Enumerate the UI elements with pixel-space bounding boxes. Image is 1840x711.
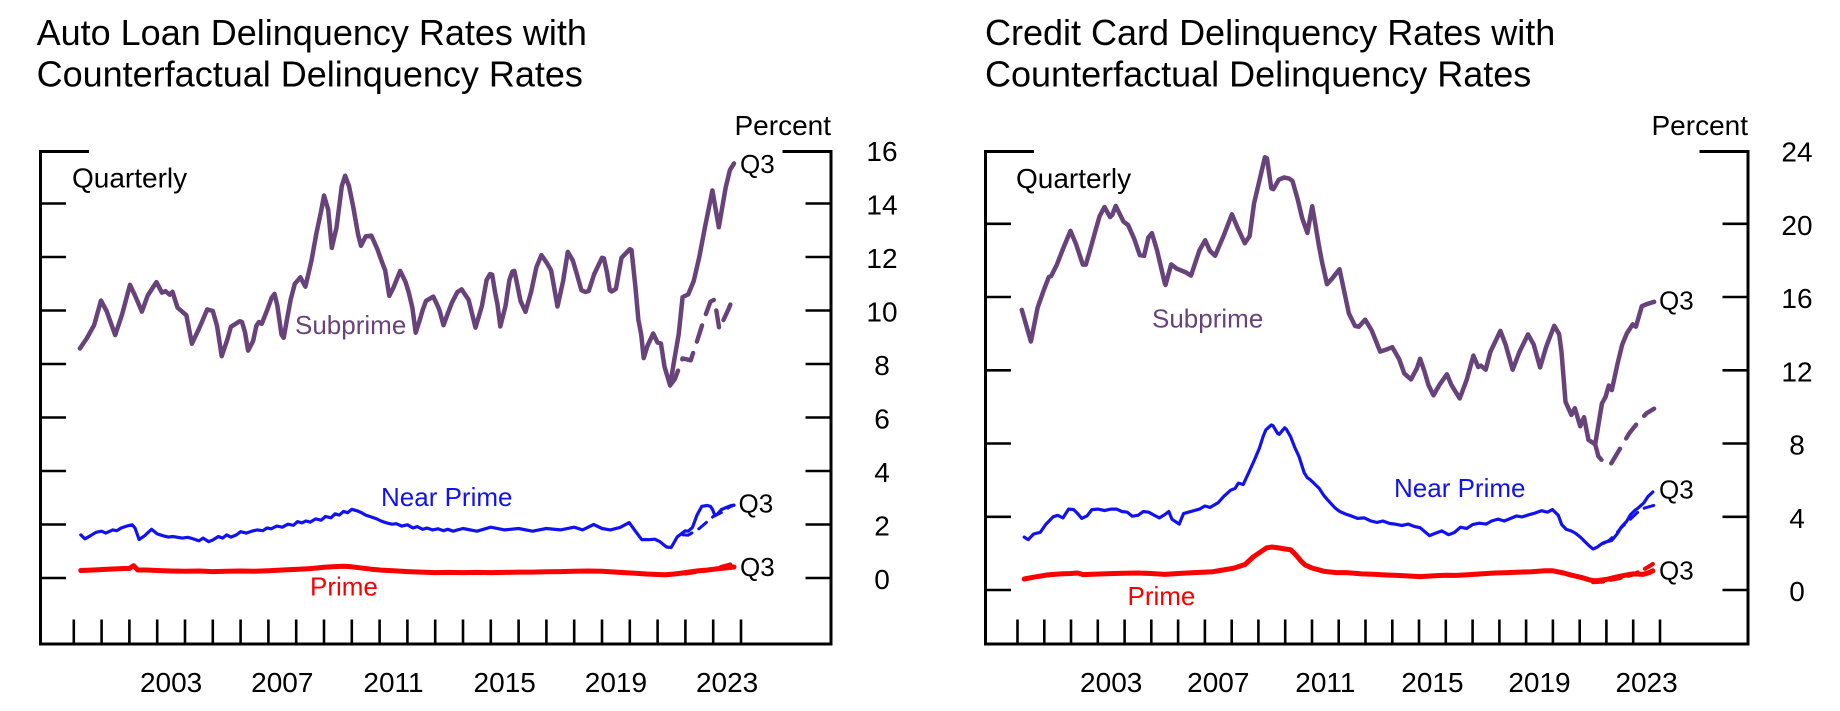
svg-text:12: 12 — [1781, 356, 1812, 387]
svg-text:Percent: Percent — [1652, 110, 1749, 141]
svg-text:Q3: Q3 — [1659, 556, 1694, 586]
svg-text:2007: 2007 — [251, 667, 313, 698]
svg-text:6: 6 — [874, 404, 890, 435]
svg-text:Subprime: Subprime — [295, 310, 406, 340]
svg-text:2015: 2015 — [474, 667, 536, 698]
svg-text:Prime: Prime — [310, 572, 378, 602]
svg-text:2011: 2011 — [1295, 667, 1355, 698]
svg-text:2003: 2003 — [140, 667, 202, 698]
svg-text:Q3: Q3 — [739, 489, 774, 519]
svg-text:12: 12 — [866, 243, 897, 274]
svg-text:Quarterly: Quarterly — [72, 163, 187, 194]
svg-text:Q3: Q3 — [1659, 475, 1694, 505]
svg-text:Counterfactual Delinquency Rat: Counterfactual Delinquency Rates — [37, 54, 583, 95]
svg-text:Q3: Q3 — [740, 149, 775, 179]
svg-text:2011: 2011 — [363, 667, 423, 698]
svg-text:2003: 2003 — [1080, 667, 1142, 698]
svg-text:8: 8 — [874, 350, 890, 381]
svg-text:Credit Card Delinquency Rates: Credit Card Delinquency Rates with — [985, 12, 1555, 53]
svg-text:0: 0 — [874, 564, 890, 595]
svg-text:16: 16 — [866, 136, 897, 167]
svg-text:Subprime: Subprime — [1152, 304, 1263, 334]
svg-text:16: 16 — [1781, 283, 1812, 314]
svg-text:Prime: Prime — [1128, 581, 1196, 611]
svg-text:Near Prime: Near Prime — [381, 482, 512, 512]
svg-text:Auto Loan Delinquency Rates wi: Auto Loan Delinquency Rates with — [37, 12, 587, 53]
svg-text:0: 0 — [1789, 576, 1805, 607]
svg-text:Near Prime: Near Prime — [1394, 473, 1525, 503]
svg-text:2: 2 — [874, 511, 890, 542]
svg-text:Quarterly: Quarterly — [1016, 163, 1131, 194]
svg-text:2023: 2023 — [1615, 667, 1677, 698]
svg-text:2019: 2019 — [585, 667, 647, 698]
svg-text:2015: 2015 — [1401, 667, 1463, 698]
svg-text:Percent: Percent — [735, 110, 832, 141]
svg-text:10: 10 — [866, 297, 897, 328]
svg-text:2007: 2007 — [1187, 667, 1249, 698]
svg-text:8: 8 — [1789, 430, 1805, 461]
svg-text:24: 24 — [1781, 137, 1812, 168]
svg-text:4: 4 — [874, 457, 890, 488]
svg-text:Q3: Q3 — [1659, 286, 1694, 316]
svg-text:14: 14 — [866, 190, 897, 221]
svg-text:20: 20 — [1781, 210, 1812, 241]
svg-text:Q3: Q3 — [740, 552, 775, 582]
svg-text:2019: 2019 — [1508, 667, 1570, 698]
svg-text:2023: 2023 — [696, 667, 758, 698]
svg-text:4: 4 — [1789, 503, 1805, 534]
svg-text:Counterfactual Delinquency Rat: Counterfactual Delinquency Rates — [985, 54, 1531, 95]
